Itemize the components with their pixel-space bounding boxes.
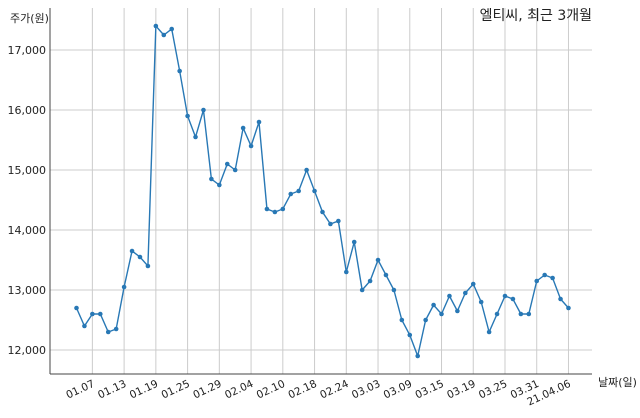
data-point [209, 176, 214, 182]
data-point [351, 239, 357, 245]
data-point [193, 134, 198, 140]
data-point [320, 209, 325, 215]
data-point [161, 32, 167, 38]
data-point [359, 287, 365, 293]
y-tick-label: 13,000 [8, 284, 47, 297]
data-point [153, 23, 159, 29]
data-point [288, 191, 294, 197]
x-tick-label: 03.25 [477, 378, 509, 402]
data-point [455, 308, 460, 314]
data-point [375, 257, 381, 263]
data-point [447, 293, 452, 299]
y-tick-label: 17,000 [8, 44, 47, 57]
y-axis-label: 주가(원) [10, 12, 49, 25]
data-point [439, 311, 444, 317]
grid-lines [50, 8, 592, 374]
x-tick-label: 02.04 [223, 378, 256, 402]
data-point [510, 296, 516, 302]
x-tick-label: 03.15 [413, 378, 445, 402]
data-points [74, 23, 571, 359]
data-point [566, 305, 571, 311]
data-point [256, 119, 262, 125]
data-point [113, 326, 119, 332]
chart-title: 엘티씨, 최근 3개월 [480, 8, 592, 24]
data-point [98, 311, 103, 317]
data-point [177, 68, 182, 74]
data-point [224, 161, 230, 167]
y-tick-label: 14,000 [8, 224, 47, 237]
data-point [137, 254, 143, 260]
y-tick-label: 16,000 [8, 104, 47, 117]
data-point [502, 293, 508, 299]
x-tick-label: 03.03 [350, 378, 382, 402]
y-tick-label: 15,000 [8, 164, 47, 177]
x-tick-label: 01.25 [160, 378, 192, 402]
x-tick-label: 01.19 [128, 378, 160, 402]
data-point [248, 143, 254, 149]
x-tick-label: 02.10 [255, 378, 287, 402]
data-point [74, 305, 79, 311]
data-point [343, 269, 349, 275]
data-point [518, 311, 524, 317]
data-point [105, 329, 111, 335]
data-point [478, 299, 484, 305]
data-point [328, 221, 333, 227]
y-tick-labels: 12,000 13,000 14,000 15,000 16,000 17,000 [8, 44, 47, 357]
data-point [121, 284, 127, 290]
data-point [264, 206, 270, 212]
data-point [232, 167, 238, 173]
data-point [217, 182, 222, 188]
data-point [201, 107, 206, 113]
x-tick-label: 01.07 [64, 378, 96, 402]
data-point [526, 311, 532, 317]
data-point [169, 26, 175, 32]
price-line [75, 24, 569, 359]
data-point [407, 332, 413, 338]
data-point [383, 272, 389, 278]
data-point [391, 287, 397, 293]
data-point [367, 278, 373, 284]
data-point [312, 188, 317, 194]
data-point [129, 248, 135, 254]
data-point [463, 290, 468, 296]
data-point [423, 317, 428, 323]
data-point [399, 317, 405, 323]
y-tick-label: 12,000 [8, 344, 47, 357]
data-point [280, 206, 286, 212]
data-point [558, 296, 563, 302]
data-point [296, 188, 301, 194]
data-point [240, 125, 246, 131]
x-tick-label: 01.13 [96, 378, 128, 402]
data-point [90, 311, 95, 317]
axes [49, 8, 592, 375]
data-point [542, 272, 547, 278]
x-tick-label: 02.24 [318, 378, 351, 402]
data-point [486, 329, 492, 335]
x-axis-label: 날짜(일) [598, 375, 637, 389]
data-point [550, 275, 555, 281]
data-point [336, 218, 341, 224]
data-point [415, 353, 421, 359]
x-tick-label: 03.19 [445, 378, 477, 402]
data-point [272, 209, 278, 215]
data-point [82, 323, 87, 329]
x-tick-labels: 01.07 01.13 01.19 01.25 01.29 02.04 02.10 02.18… [64, 378, 573, 409]
data-point [534, 278, 540, 284]
x-tick-label: 02.18 [287, 378, 319, 402]
data-point [145, 263, 151, 269]
data-point [431, 302, 436, 308]
data-point [470, 281, 476, 287]
x-tick-label: 03.09 [382, 378, 414, 402]
data-point [304, 167, 309, 173]
x-tick-label: 01.29 [191, 378, 223, 402]
data-point [494, 311, 500, 317]
data-point [185, 113, 190, 119]
